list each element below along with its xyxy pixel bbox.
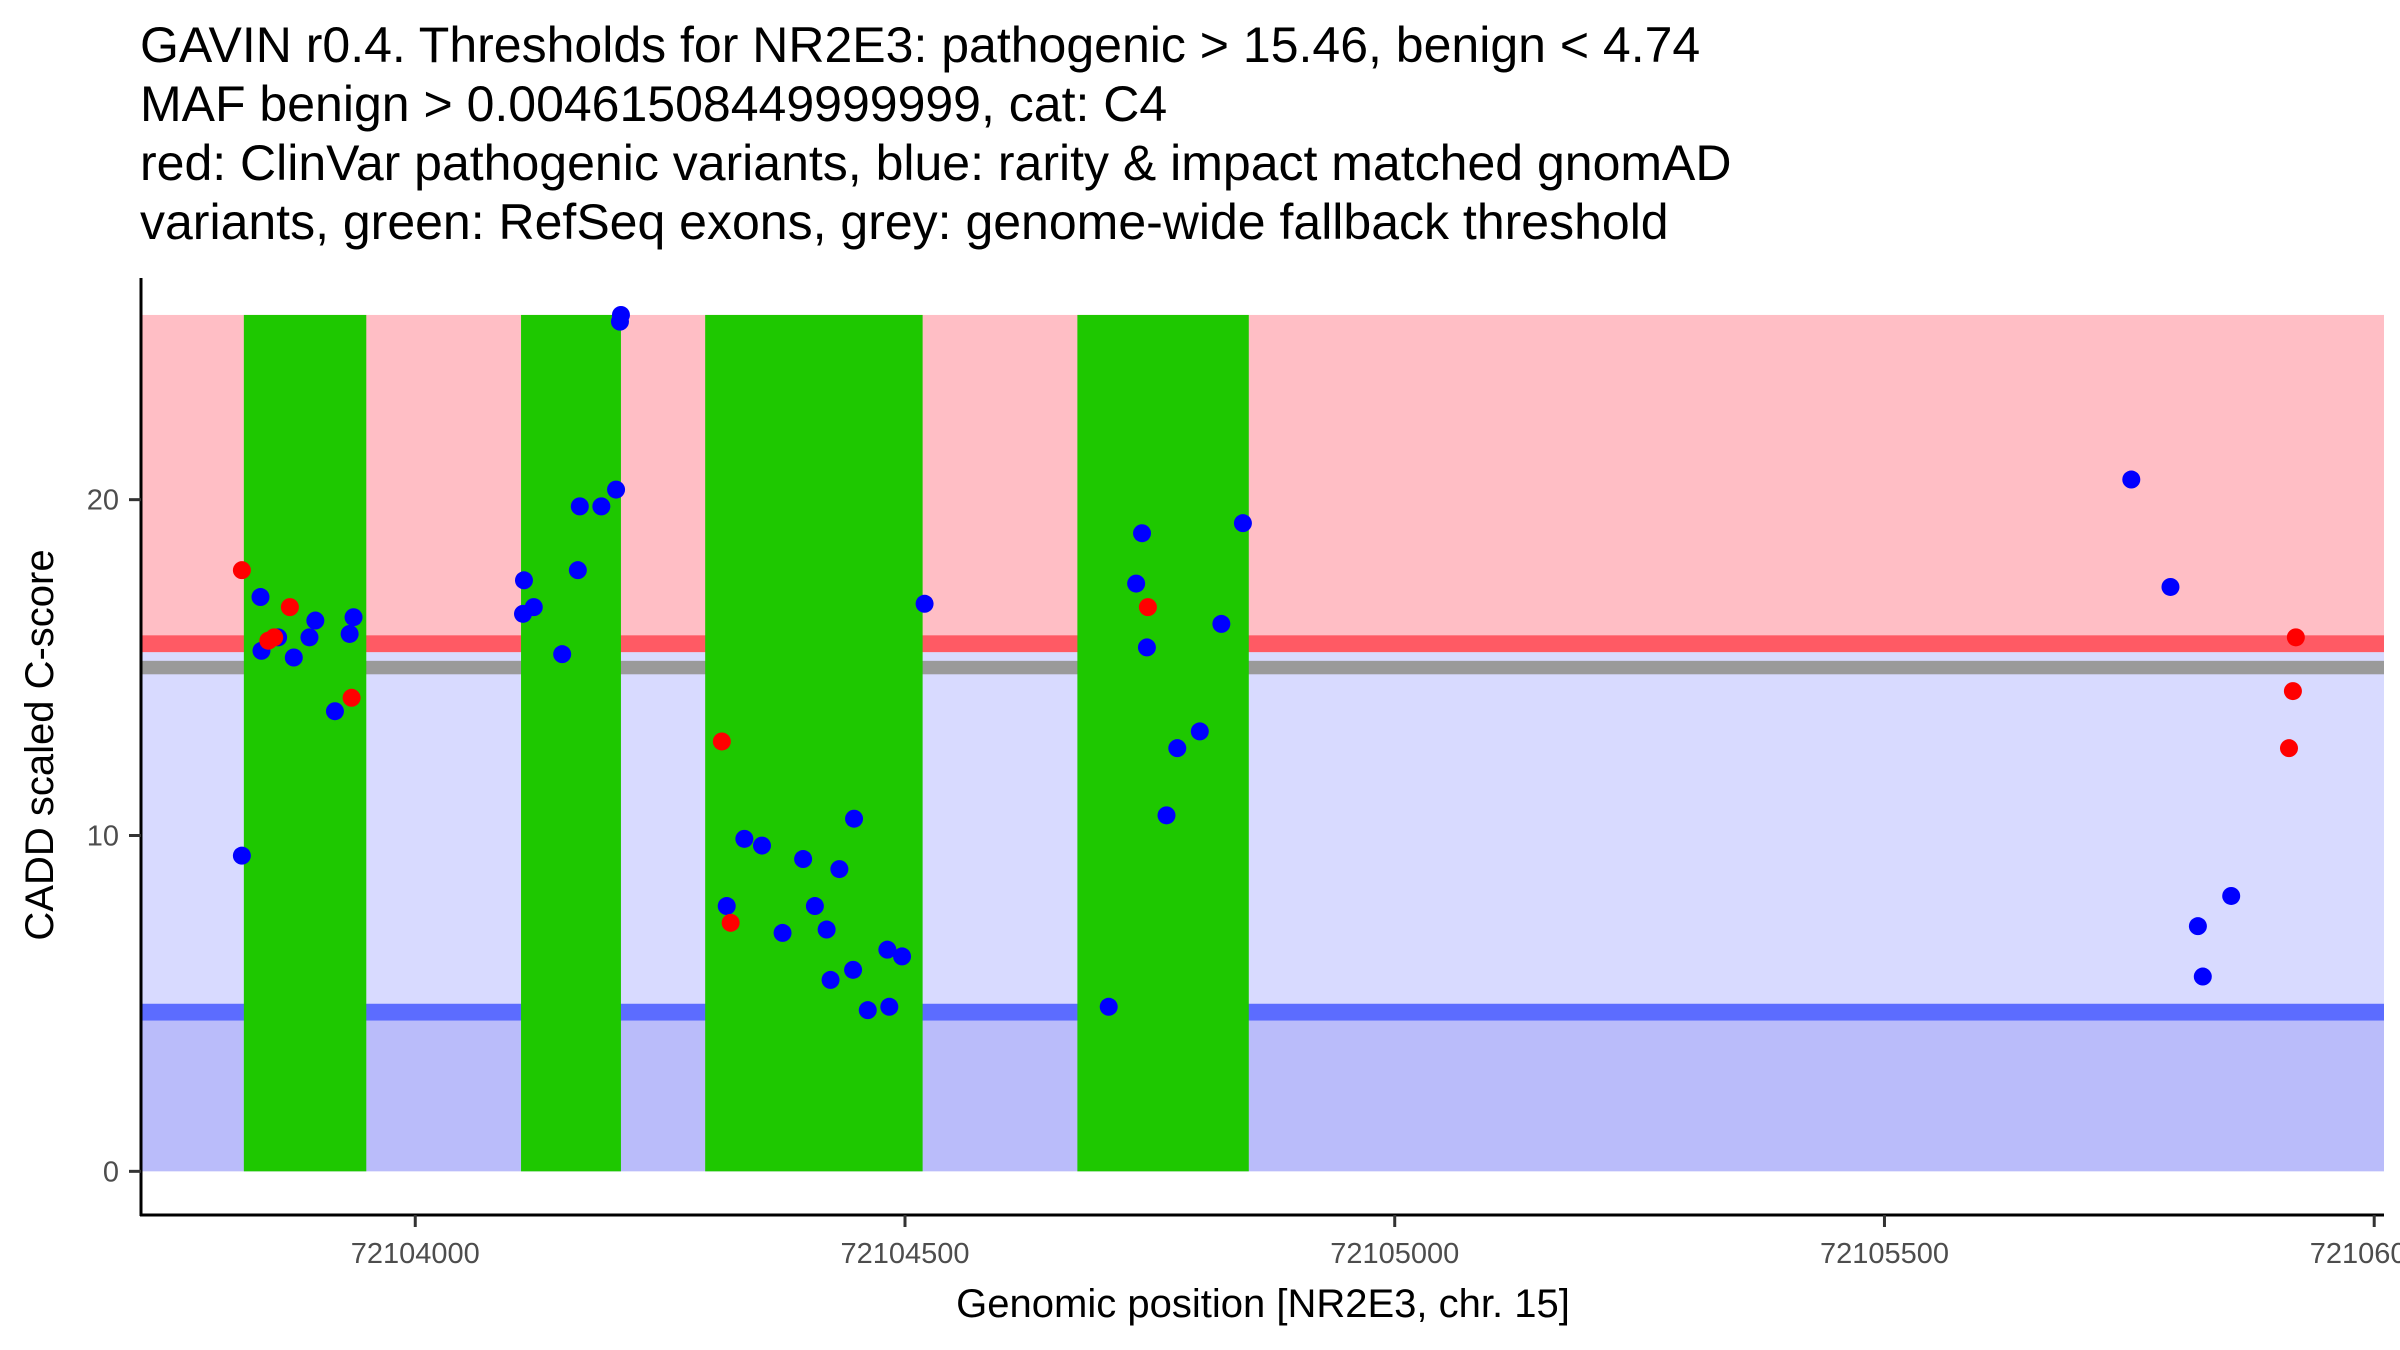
y-tick-label: 20 [87, 485, 119, 517]
gnomad-point [794, 850, 813, 869]
x-tick-label: 72104500 [840, 1238, 969, 1270]
clinvar-point [265, 628, 284, 647]
x-axis-title: Genomic position [NR2E3, chr. 15] [956, 1282, 1570, 1326]
gnomad-point [2188, 917, 2207, 936]
gnomad-point [607, 480, 626, 499]
plot-panel [141, 305, 2384, 1172]
gnomad-points [232, 305, 2241, 1020]
x-tick-label: 72106000 [2310, 1238, 2400, 1270]
y-ticks: 0 10 20 [87, 485, 141, 1188]
x-ticks: 72104000 72104500 72105000 72105500 72106000 [351, 1215, 2400, 1270]
gnomad-point [300, 628, 319, 647]
clinvar-point [712, 732, 731, 751]
gnomad-point [1137, 638, 1156, 657]
exon-bar [243, 314, 367, 1172]
exon-bar [705, 314, 923, 1172]
gnomad-point [752, 836, 771, 855]
chart-title: GAVIN r0.4. Thresholds for NR2E3: pathog… [140, 17, 1731, 250]
gnomad-point [821, 970, 840, 989]
title-line-4: variants, green: RefSeq exons, grey: gen… [140, 194, 1669, 250]
gnomad-point [1099, 997, 1118, 1016]
threshold-regions [141, 314, 2384, 1172]
gnomad-point [830, 860, 849, 879]
clinvar-point [342, 688, 361, 707]
clinvar-point [721, 913, 740, 932]
gnomad-point [611, 305, 630, 324]
x-tick-label: 72104000 [351, 1238, 480, 1270]
exon-bars [243, 314, 1249, 1172]
pathogenic-region [141, 314, 2384, 653]
exon-bar [521, 314, 621, 1172]
intermediate-region [141, 652, 2384, 1013]
gnomad-point [845, 809, 864, 828]
gnomad-point [2222, 886, 2241, 905]
gnomad-point [844, 960, 863, 979]
gnomad-point [915, 594, 934, 613]
clinvar-point [280, 598, 299, 617]
gnomad-point [344, 608, 363, 627]
gnomad-point [284, 648, 303, 667]
gnomad-point [1233, 514, 1252, 533]
gnomad-point [524, 598, 543, 617]
gnomad-point [1168, 739, 1187, 758]
gnomad-point [568, 561, 587, 580]
gnomad-point [717, 897, 736, 916]
gnomad-point [858, 1001, 877, 1020]
title-line-1: GAVIN r0.4. Thresholds for NR2E3: pathog… [140, 17, 1700, 73]
gnomad-point [893, 947, 912, 966]
gnomad-point [325, 702, 344, 721]
benign-threshold-line [141, 1003, 2384, 1021]
gnomad-point [592, 497, 611, 516]
gnomad-point [1157, 806, 1176, 825]
gnomad-point [1127, 574, 1146, 593]
gnomad-point [735, 829, 754, 848]
clinvar-point [1138, 598, 1157, 617]
y-tick-label: 10 [87, 820, 119, 852]
gnomad-point [2161, 577, 2180, 596]
gnomad-point [340, 624, 359, 643]
clinvar-point [232, 561, 251, 580]
fallback-threshold-band [141, 660, 2384, 675]
exon-bar [1077, 314, 1249, 1172]
gnomad-point [1190, 722, 1209, 741]
y-axis-title: CADD scaled C-score [18, 549, 62, 940]
gnomad-point [306, 611, 325, 630]
title-line-2: MAF benign > 0.00461508449999999, cat: C… [140, 76, 1167, 132]
x-tick-label: 72105000 [1330, 1238, 1459, 1270]
clinvar-points [232, 561, 2305, 932]
title-line-3: red: ClinVar pathogenic variants, blue: … [140, 135, 1731, 191]
gnomad-point [2122, 470, 2141, 489]
clinvar-point [2279, 739, 2298, 758]
gnomad-point [1133, 524, 1152, 543]
clinvar-point [2286, 628, 2305, 647]
x-tick-label: 72105500 [1820, 1238, 1949, 1270]
gnomad-point [553, 645, 572, 664]
gnomad-point [817, 920, 836, 939]
gnomad-point [2193, 967, 2212, 986]
gnomad-point [251, 588, 270, 607]
gnomad-point [514, 571, 533, 590]
pathogenic-threshold-line [141, 635, 2384, 653]
y-tick-label: 0 [103, 1156, 119, 1188]
gnomad-point [570, 497, 589, 516]
clinvar-point [2283, 682, 2302, 701]
gnomad-point [880, 997, 899, 1016]
gnomad-point [232, 846, 251, 865]
gnomad-point [1212, 614, 1231, 633]
gnomad-point [878, 940, 897, 959]
benign-region [141, 1012, 2384, 1172]
gnomad-point [773, 923, 792, 942]
gnomad-point [805, 897, 824, 916]
